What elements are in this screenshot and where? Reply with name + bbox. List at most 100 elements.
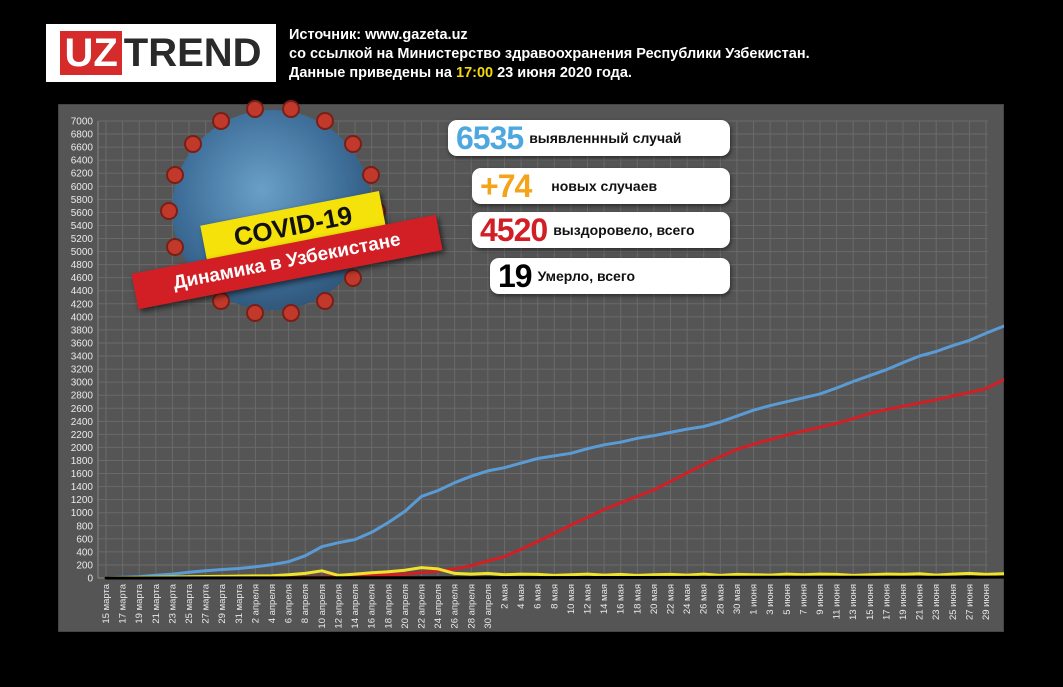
y-tick-label: 6600 xyxy=(71,143,94,154)
x-tick-label: 22 апреля xyxy=(416,584,427,629)
x-tick-label: 30 мая xyxy=(732,584,743,614)
x-tick-label: 5 июня xyxy=(782,584,793,615)
x-tick-label: 22 мая xyxy=(666,584,677,614)
source-note: Источник: www.gazeta.uz со ссылкой на Ми… xyxy=(289,26,810,83)
virus-spike xyxy=(160,202,178,220)
x-tick-label: 21 марта xyxy=(151,583,162,623)
stat-value-cases: 6535 xyxy=(456,119,524,156)
y-tick-label: 200 xyxy=(76,560,93,571)
virus-spike xyxy=(282,304,301,323)
x-tick-label: 1 июня xyxy=(749,584,760,615)
x-tick-label: 19 марта xyxy=(134,583,145,623)
virus-spike xyxy=(282,99,301,118)
x-tick-label: 12 апреля xyxy=(333,584,344,629)
y-tick-label: 1600 xyxy=(71,469,94,480)
x-tick-label: 20 апреля xyxy=(400,584,411,629)
x-tick-label: 27 июня xyxy=(964,584,975,620)
x-tick-label: 10 мая xyxy=(566,584,577,614)
x-tick-label: 23 марта xyxy=(167,583,178,623)
y-tick-label: 600 xyxy=(76,534,93,545)
y-tick-label: 2800 xyxy=(71,391,94,402)
stat-value-deaths: 19 xyxy=(498,257,533,294)
stat-card-cases: 6535 выявленнный случай xyxy=(448,120,730,156)
virus-spike xyxy=(361,166,380,185)
source-line-3-suffix: 23 июня 2020 года. xyxy=(493,65,632,81)
stat-label-new: новых случаев xyxy=(551,178,658,194)
y-tick-label: 4000 xyxy=(71,312,94,323)
y-tick-label: 2600 xyxy=(71,404,94,415)
y-tick-label: 0 xyxy=(87,574,93,585)
x-tick-label: 15 марта xyxy=(101,583,112,623)
x-tick-label: 30 апреля xyxy=(483,584,494,629)
y-tick-label: 5600 xyxy=(71,208,94,219)
y-tick-label: 6400 xyxy=(71,156,94,167)
y-tick-label: 6000 xyxy=(71,182,94,193)
x-tick-label: 24 мая xyxy=(682,584,693,614)
x-tick-label: 28 мая xyxy=(715,584,726,614)
stat-card-deaths: 19 Умерло, всего xyxy=(490,258,730,294)
y-tick-label: 400 xyxy=(76,547,93,558)
x-tick-label: 29 марта xyxy=(217,583,228,623)
stat-label-deaths: Умерло, всего xyxy=(537,268,636,284)
stat-value-new: +74 xyxy=(480,167,532,204)
virus-spike xyxy=(343,135,362,154)
x-tick-label: 28 апреля xyxy=(466,584,477,629)
x-tick-label: 18 мая xyxy=(632,584,643,614)
x-tick-label: 2 апреля xyxy=(250,584,261,623)
y-tick-label: 5200 xyxy=(71,234,94,245)
x-tick-label: 7 июня xyxy=(798,584,809,615)
source-line-2: со ссылкой на Министерство здравоохранен… xyxy=(289,46,810,62)
x-tick-label: 13 июня xyxy=(848,584,859,620)
x-tick-label: 14 мая xyxy=(599,584,610,614)
series-line-0 xyxy=(104,324,1004,580)
virus-spike xyxy=(212,292,230,311)
x-tick-label: 18 апреля xyxy=(383,584,394,629)
x-tick-label: 16 апреля xyxy=(367,584,378,629)
stat-card-recovered: 4520 выздоровело, всего xyxy=(472,212,730,248)
y-tick-label: 2000 xyxy=(71,443,94,454)
y-tick-label: 5000 xyxy=(71,247,94,258)
x-tick-label: 27 марта xyxy=(201,583,212,623)
y-tick-label: 1800 xyxy=(71,456,94,467)
y-tick-label: 7000 xyxy=(71,117,94,128)
x-tick-label: 8 апреля xyxy=(300,584,311,623)
y-tick-label: 6800 xyxy=(71,130,94,141)
virus-spike xyxy=(184,135,203,154)
stat-label-cases: выявленнный случай xyxy=(529,130,682,146)
x-tick-label: 12 мая xyxy=(583,584,594,614)
virus-spike xyxy=(212,111,230,130)
logo-trend: TREND xyxy=(123,30,262,75)
x-tick-label: 10 апреля xyxy=(317,584,328,629)
source-line-3-prefix: Данные приведены на xyxy=(289,65,456,81)
y-tick-label: 4600 xyxy=(71,273,94,284)
x-tick-label: 24 апреля xyxy=(433,584,444,629)
y-tick-label: 1200 xyxy=(71,495,94,506)
x-tick-label: 29 июня xyxy=(981,584,992,620)
x-tick-label: 16 мая xyxy=(616,584,627,614)
virus-spike xyxy=(166,166,185,185)
x-tick-label: 6 мая xyxy=(533,584,544,609)
virus-spike xyxy=(245,99,264,118)
x-tick-label: 26 апреля xyxy=(450,584,461,629)
x-tick-label: 4 мая xyxy=(516,584,527,609)
x-tick-label: 19 июня xyxy=(898,584,909,620)
virus-spike xyxy=(316,111,334,130)
x-tick-label: 4 апреля xyxy=(267,584,278,623)
series-line-3 xyxy=(104,575,1004,580)
x-tick-label: 25 июня xyxy=(948,584,959,620)
x-tick-label: 17 марта xyxy=(118,583,129,623)
y-tick-label: 2200 xyxy=(71,430,94,441)
uztrend-logo: UZ TREND xyxy=(46,24,276,82)
virus-spike xyxy=(245,304,264,323)
virus-spike xyxy=(343,268,362,287)
source-time: 17:00 xyxy=(456,65,494,81)
y-tick-label: 3800 xyxy=(71,325,94,336)
source-line-1: Источник: www.gazeta.uz xyxy=(289,27,468,43)
x-tick-label: 23 июня xyxy=(931,584,942,620)
virus-spike xyxy=(166,237,185,256)
series-line-1 xyxy=(270,377,1004,580)
x-tick-label: 26 мая xyxy=(699,584,710,614)
x-tick-label: 9 июня xyxy=(815,584,826,615)
y-tick-label: 1400 xyxy=(71,482,94,493)
y-tick-label: 5800 xyxy=(71,195,94,206)
